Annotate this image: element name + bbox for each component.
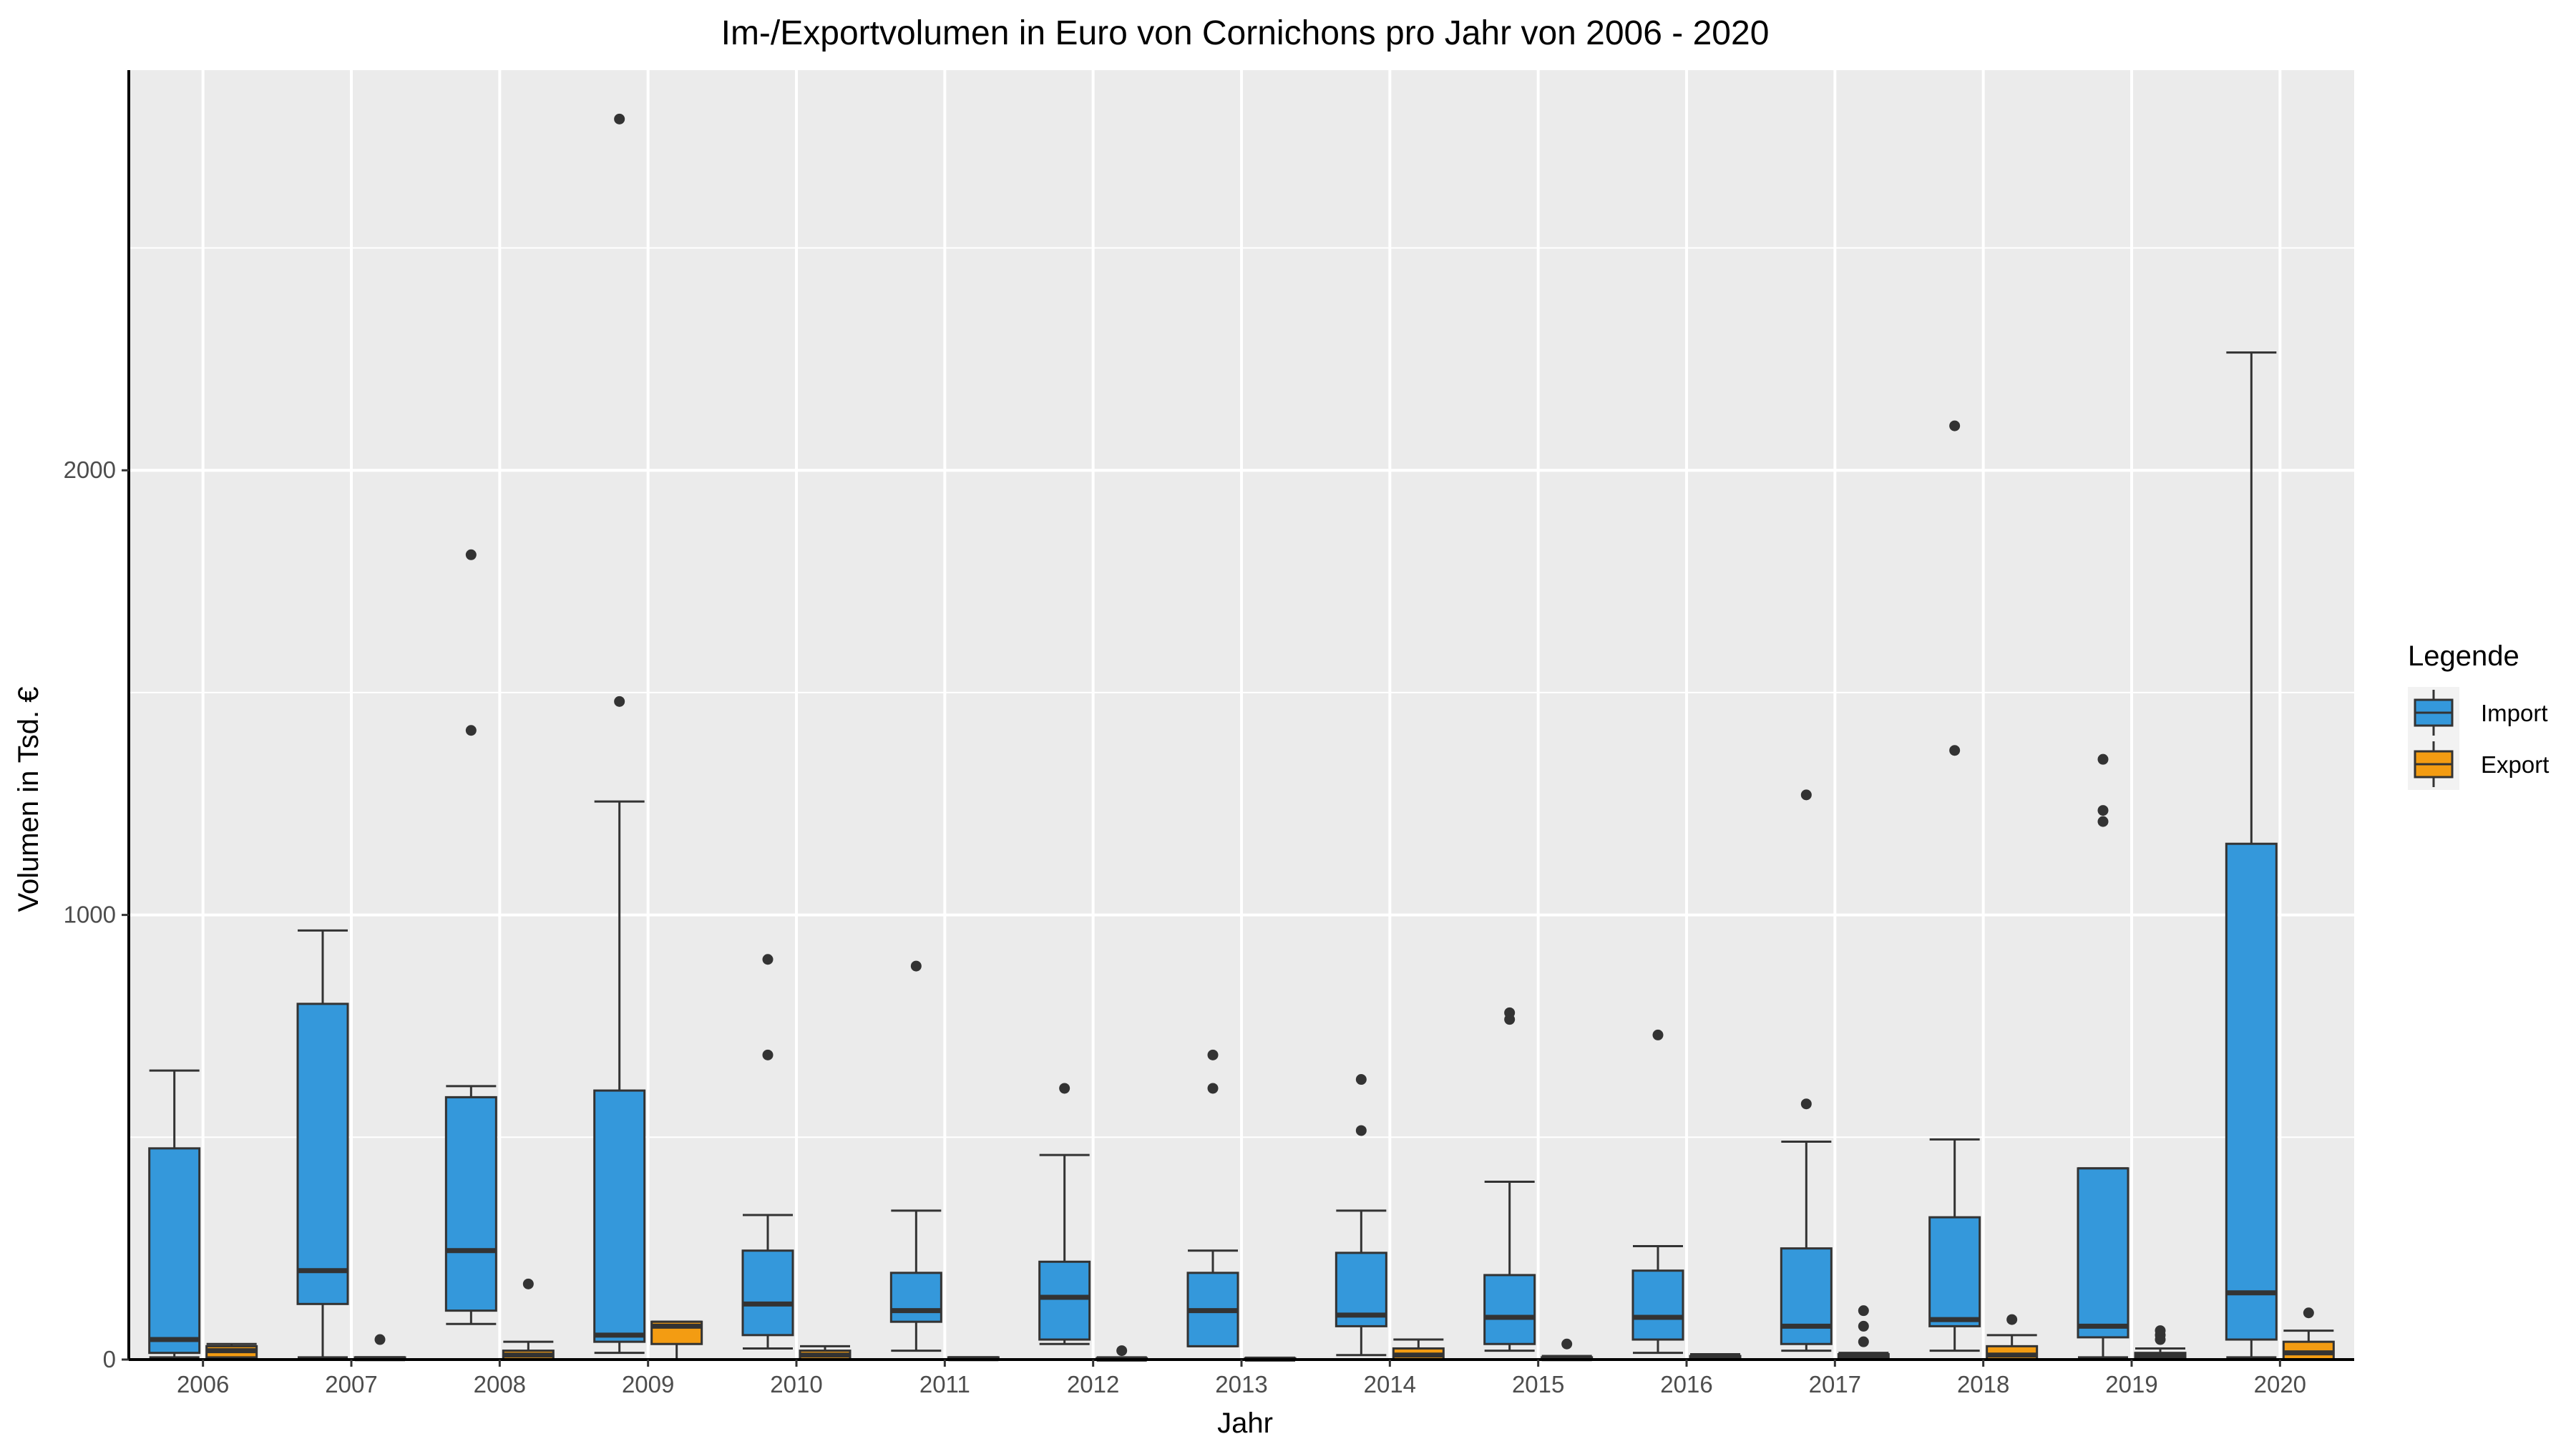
outlier-point bbox=[1207, 1083, 1219, 1094]
box-body bbox=[2077, 1167, 2129, 1339]
axes: 0 1000 2000 2006 2007 2008 2009 2010 2011 2012 201… bbox=[64, 70, 2354, 1397]
outlier-point bbox=[1059, 1083, 1070, 1094]
y-tick-label: 0 bbox=[103, 1346, 116, 1372]
legend-key-export: Export bbox=[2408, 738, 2549, 790]
x-axis-title: Jahr bbox=[1217, 1407, 1273, 1439]
box-import-2014 bbox=[1335, 1074, 1387, 1357]
outlier-point bbox=[1561, 1338, 1573, 1350]
outlier-point bbox=[1355, 1074, 1367, 1085]
x-tick-label: 2017 bbox=[1809, 1371, 1861, 1397]
outlier-point bbox=[1800, 1098, 1812, 1110]
box-body bbox=[1038, 1260, 1091, 1341]
outlier-point bbox=[614, 696, 625, 707]
outlier-point bbox=[1116, 1345, 1128, 1357]
box-body bbox=[148, 1147, 201, 1355]
box-import-2013 bbox=[1186, 1049, 1239, 1347]
box-export-2017 bbox=[1837, 1305, 1890, 1361]
box-export-2006 bbox=[205, 1342, 258, 1361]
outlier-point bbox=[1800, 789, 1812, 801]
box-export-2018 bbox=[1986, 1314, 2039, 1361]
legend-title: Legende bbox=[2408, 640, 2519, 672]
box-body bbox=[1780, 1247, 1833, 1345]
outlier-point bbox=[1858, 1320, 1869, 1332]
x-tick-label: 2010 bbox=[770, 1371, 822, 1397]
x-tick-label: 2006 bbox=[177, 1371, 229, 1397]
outlier-point bbox=[465, 725, 477, 736]
box-import-2017 bbox=[1780, 789, 1833, 1352]
box-import-2019 bbox=[2077, 753, 2129, 1359]
x-tick-label: 2020 bbox=[2254, 1371, 2306, 1397]
legend-label: Export bbox=[2481, 751, 2549, 778]
outlier-point bbox=[1207, 1049, 1219, 1060]
x-tick-label: 2019 bbox=[2105, 1371, 2157, 1397]
box-import-2009 bbox=[593, 113, 646, 1355]
box-body bbox=[741, 1249, 794, 1337]
outlier-point bbox=[910, 960, 922, 972]
outlier-point bbox=[1949, 745, 1961, 756]
box-import-2007 bbox=[296, 929, 349, 1359]
box-import-2020 bbox=[2225, 351, 2278, 1359]
outlier-point bbox=[614, 113, 625, 125]
box-body bbox=[1631, 1269, 1684, 1341]
outlier-point bbox=[1504, 1007, 1516, 1018]
legend: Legende Import Export bbox=[2408, 640, 2549, 790]
x-tick-label: 2018 bbox=[1957, 1371, 2009, 1397]
outlier-point bbox=[1355, 1125, 1367, 1136]
x-tick-label: 2012 bbox=[1067, 1371, 1119, 1397]
x-tick-label: 2015 bbox=[1512, 1371, 1564, 1397]
outlier-point bbox=[1858, 1336, 1869, 1347]
box-body bbox=[1483, 1274, 1536, 1345]
outlier-point bbox=[1652, 1029, 1664, 1040]
outlier-point bbox=[2097, 753, 2109, 765]
x-tick-label: 2014 bbox=[1364, 1371, 1416, 1397]
y-axis-title: Volumen in Tsd. € bbox=[13, 686, 44, 912]
outlier-point bbox=[1949, 420, 1961, 431]
box-body bbox=[444, 1096, 497, 1312]
x-tick-label: 2016 bbox=[1660, 1371, 1712, 1397]
legend-key-import: Import bbox=[2408, 687, 2548, 738]
outlier-point bbox=[2155, 1325, 2166, 1337]
box-export-2014 bbox=[1392, 1338, 1445, 1361]
x-tick-label: 2009 bbox=[622, 1371, 674, 1397]
outlier-point bbox=[374, 1334, 386, 1345]
box-import-2016 bbox=[1631, 1029, 1684, 1355]
box-body bbox=[2225, 842, 2278, 1341]
outlier-point bbox=[2097, 816, 2109, 827]
outlier-point bbox=[2006, 1314, 2018, 1325]
outlier-point bbox=[762, 1049, 774, 1060]
box-body bbox=[296, 1002, 349, 1305]
y-tick-label: 1000 bbox=[64, 902, 116, 928]
chart-title: Im-/Exportvolumen in Euro von Cornichons… bbox=[721, 14, 1770, 52]
legend-label: Import bbox=[2481, 700, 2548, 726]
outlier-point bbox=[2097, 805, 2109, 816]
box-import-2008 bbox=[444, 549, 497, 1325]
y-tick-label: 2000 bbox=[64, 457, 116, 483]
box-import-2011 bbox=[889, 960, 942, 1352]
x-tick-label: 2007 bbox=[325, 1371, 377, 1397]
outlier-point bbox=[465, 549, 477, 560]
box-import-2018 bbox=[1928, 420, 1981, 1352]
box-body bbox=[593, 1089, 646, 1343]
box-body bbox=[889, 1272, 942, 1323]
outlier-point bbox=[1858, 1305, 1869, 1317]
box-import-2010 bbox=[741, 954, 794, 1350]
box-import-2015 bbox=[1483, 1007, 1536, 1352]
box-body bbox=[1928, 1216, 1981, 1327]
box-import-2012 bbox=[1038, 1083, 1091, 1345]
x-tick-label: 2008 bbox=[474, 1371, 526, 1397]
outlier-point bbox=[522, 1278, 534, 1289]
x-tick-label: 2011 bbox=[919, 1371, 970, 1397]
x-tick-label: 2013 bbox=[1215, 1371, 1267, 1397]
grid-lines bbox=[129, 70, 2354, 1361]
outlier-point bbox=[762, 954, 774, 965]
box-import-2006 bbox=[148, 1069, 201, 1359]
outlier-point bbox=[2303, 1307, 2314, 1319]
